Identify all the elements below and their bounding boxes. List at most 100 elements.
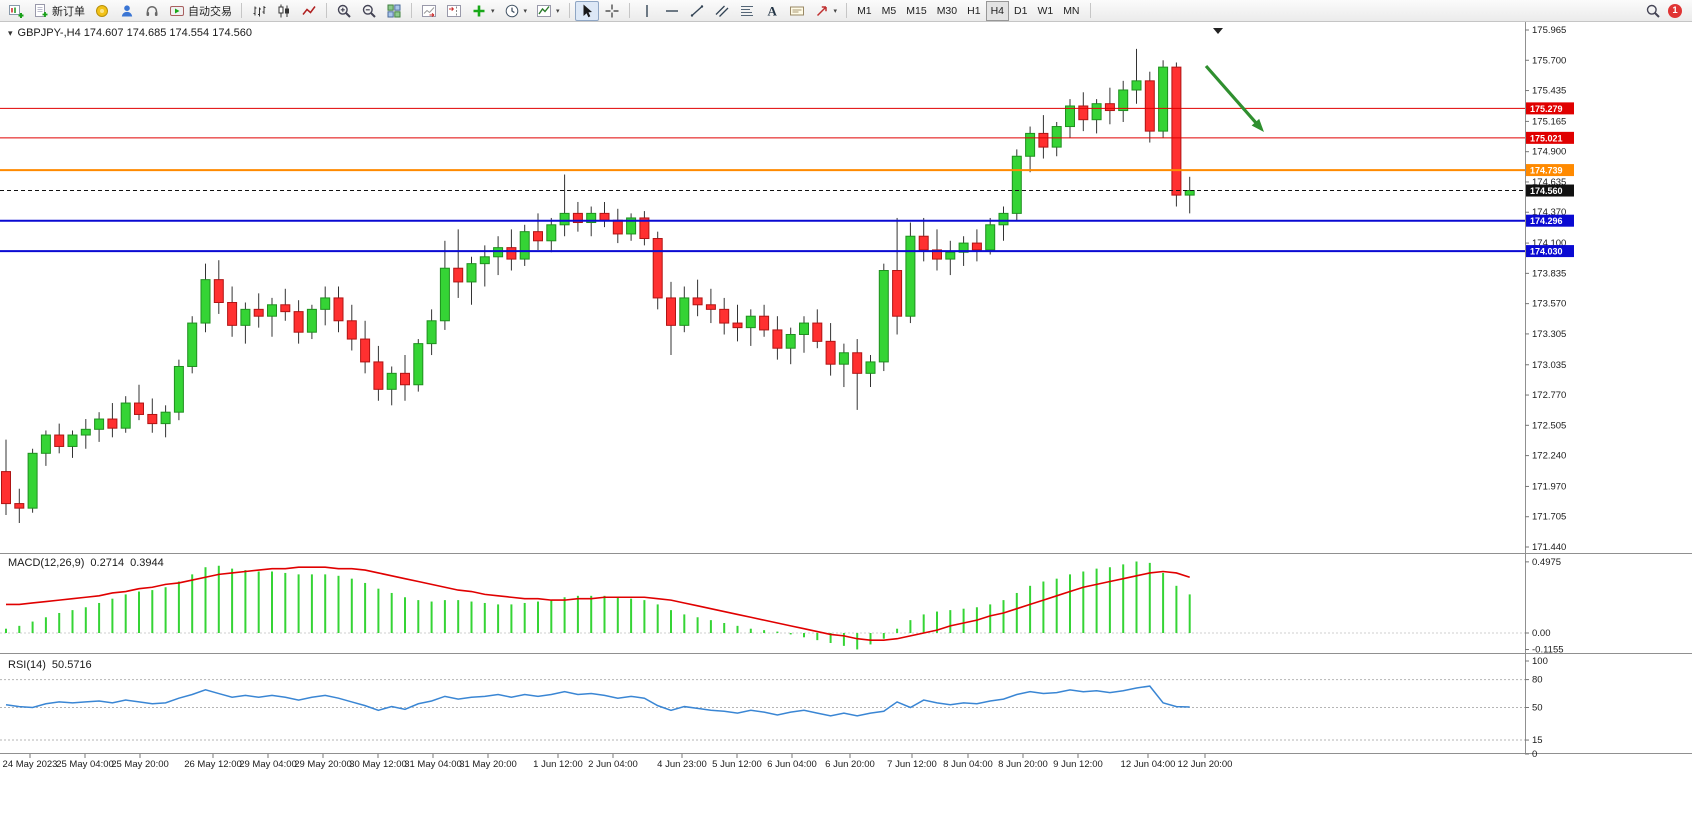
svg-text:1 Jun 12:00: 1 Jun 12:00 — [533, 759, 583, 770]
trendline-tool-button[interactable] — [685, 1, 709, 21]
svg-text:26 May 12:00: 26 May 12:00 — [184, 759, 242, 770]
svg-text:29 May 04:00: 29 May 04:00 — [239, 759, 297, 770]
zoom-out-button[interactable] — [357, 1, 381, 21]
timeframe-m30-button[interactable]: M30 — [932, 1, 962, 21]
metaeditor-icon — [94, 3, 110, 19]
crosshair-icon — [604, 3, 620, 19]
crosshair-tool-button[interactable] — [600, 1, 624, 21]
line-chart-mode-button[interactable] — [297, 1, 321, 21]
timeframe-mn-button[interactable]: MN — [1058, 1, 1084, 21]
timeframe-h4-button[interactable]: H4 — [985, 0, 1009, 21]
svg-text:25 May 04:00: 25 May 04:00 — [56, 759, 114, 770]
auto-scroll-button[interactable] — [417, 1, 441, 21]
macd-layer: 0.4975 0.00 -0.1155 — [0, 557, 1564, 656]
horizontal-line-tool-button[interactable] — [660, 1, 684, 21]
label-tool-button[interactable] — [785, 1, 809, 21]
svg-text:31 May 20:00: 31 May 20:00 — [459, 759, 517, 770]
svg-text:173.570: 173.570 — [1532, 299, 1566, 310]
vertical-line-tool-button[interactable] — [635, 1, 659, 21]
svg-text:175.165: 175.165 — [1532, 116, 1566, 127]
svg-text:175.435: 175.435 — [1532, 86, 1566, 97]
rsi-indicator-label: RSI(14) 50.5716 — [8, 659, 92, 671]
chevron-down-icon: ▾ — [556, 7, 560, 15]
bar-chart-icon — [251, 3, 267, 19]
periods-icon — [504, 3, 520, 19]
svg-text:31 May 04:00: 31 May 04:00 — [404, 759, 462, 770]
metaeditor-button[interactable] — [90, 1, 114, 21]
timeframe-m1-button[interactable]: M1 — [852, 1, 877, 21]
support-icon — [144, 3, 160, 19]
auto-scroll-icon — [421, 3, 437, 19]
arrow-object-tool-button[interactable]: ▾ — [810, 1, 842, 21]
svg-text:175.965: 175.965 — [1532, 25, 1566, 36]
tile-windows-button[interactable] — [382, 1, 406, 21]
svg-text:29 May 20:00: 29 May 20:00 — [294, 759, 352, 770]
macd-name: MACD(12,26,9) — [8, 557, 85, 569]
periods-button[interactable]: ▾ — [500, 1, 532, 21]
svg-text:175.279: 175.279 — [1530, 104, 1563, 114]
new-order-button[interactable]: 新订单 — [29, 1, 89, 21]
svg-text:6 Jun 04:00: 6 Jun 04:00 — [767, 759, 817, 770]
cursor-tool-button[interactable] — [574, 0, 599, 21]
timeframe-w1-button[interactable]: W1 — [1032, 1, 1058, 21]
timeframe-d1-button[interactable]: D1 — [1009, 1, 1032, 21]
svg-text:9 Jun 12:00: 9 Jun 12:00 — [1053, 759, 1103, 770]
chart-shift-marker — [1213, 28, 1223, 34]
fibonacci-tool-button[interactable] — [735, 1, 759, 21]
chart-shift-button[interactable] — [442, 1, 466, 21]
rsi-name: RSI(14) — [8, 659, 46, 671]
text-tool-button[interactable]: A — [760, 1, 784, 21]
algo-trading-button[interactable]: 自动交易 — [165, 1, 236, 21]
svg-text:174.560: 174.560 — [1530, 186, 1563, 196]
indicators-icon — [471, 3, 487, 19]
svg-text:0.4975: 0.4975 — [1532, 557, 1561, 568]
svg-text:172.770: 172.770 — [1532, 390, 1566, 401]
price-axis: 175.965 175.700 175.435 175.165 174.900 174.6… — [1525, 25, 1566, 553]
svg-text:174.739: 174.739 — [1530, 166, 1563, 176]
zoom-in-button[interactable] — [332, 1, 356, 21]
toolbar-separator — [568, 3, 570, 18]
svg-text:A: A — [767, 3, 777, 18]
svg-text:5 Jun 12:00: 5 Jun 12:00 — [712, 759, 762, 770]
chart-shift-icon — [446, 3, 462, 19]
channel-tool-button[interactable] — [710, 1, 734, 21]
chevron-down-icon: ▾ — [491, 7, 495, 15]
timeframe-m15-button[interactable]: M15 — [901, 1, 931, 21]
svg-text:174.635: 174.635 — [1532, 177, 1566, 188]
svg-text:173.035: 173.035 — [1532, 360, 1566, 371]
svg-text:174.296: 174.296 — [1530, 216, 1563, 226]
chart-canvas[interactable]: 175.965 175.700 175.435 175.165 174.900 174.6… — [0, 22, 1692, 782]
indicators-button[interactable]: ▾ — [467, 1, 499, 21]
tile-windows-icon — [386, 3, 402, 19]
svg-text:171.440: 171.440 — [1532, 542, 1566, 553]
chart-window[interactable]: 175.965 175.700 175.435 175.165 174.900 174.6… — [0, 22, 1692, 840]
svg-text:6 Jun 20:00: 6 Jun 20:00 — [825, 759, 875, 770]
support-button[interactable] — [140, 1, 164, 21]
account-button[interactable] — [115, 1, 139, 21]
svg-text:8 Jun 04:00: 8 Jun 04:00 — [943, 759, 993, 770]
algo-trading-icon — [169, 3, 185, 19]
notification-badge[interactable]: 1 — [1668, 3, 1682, 18]
svg-text:80: 80 — [1532, 675, 1543, 686]
candlestick-mode-button[interactable] — [272, 1, 296, 21]
timeframe-m5-button[interactable]: M5 — [877, 1, 902, 21]
toolbar-separator — [241, 3, 242, 18]
text-icon: A — [764, 3, 780, 19]
svg-text:174.100: 174.100 — [1532, 238, 1566, 249]
collapse-triangle-icon[interactable]: ▾ — [8, 27, 13, 38]
svg-text:100: 100 — [1532, 656, 1548, 667]
panel-frame — [0, 22, 1692, 754]
new-chart-button[interactable] — [4, 1, 28, 21]
cursor-icon — [579, 3, 595, 19]
svg-text:173.305: 173.305 — [1532, 329, 1566, 340]
bar-chart-mode-button[interactable] — [247, 1, 271, 21]
candlestick-chart-icon — [276, 3, 292, 19]
timeframe-h1-button[interactable]: H1 — [962, 1, 985, 21]
svg-text:25 May 20:00: 25 May 20:00 — [111, 759, 169, 770]
candles-layer — [1, 48, 1195, 524]
trendline-icon — [689, 3, 705, 19]
search-button[interactable] — [1641, 1, 1665, 21]
timeframe-group: M1 M5 M15 M30 H1 H4 D1 W1 MN — [852, 0, 1084, 21]
templates-button[interactable]: ▾ — [532, 1, 564, 21]
